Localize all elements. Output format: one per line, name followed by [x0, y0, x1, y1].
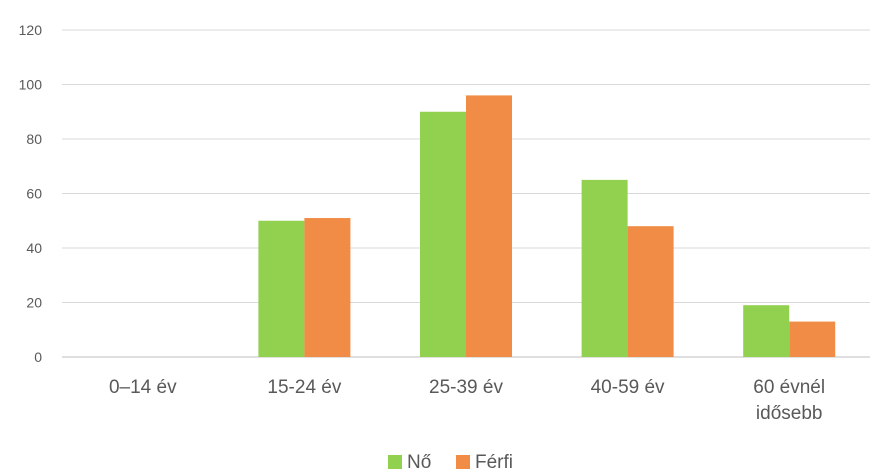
- legend-label: Férfi: [475, 452, 513, 473]
- y-tick-label: 80: [26, 131, 42, 147]
- x-category-label: 0–14 év: [109, 377, 177, 398]
- x-category-label: 40-59 év: [591, 377, 665, 398]
- bar-ferfi: [466, 95, 512, 358]
- x-category-label: 60 évnél: [753, 377, 825, 398]
- bar-ferfi: [304, 218, 351, 357]
- bar-no: [743, 305, 790, 357]
- x-axis-categories: 0–14 év 15-24 év 25-39 év 40-59 év 60 évnél i…: [109, 377, 825, 424]
- bar-no: [258, 220, 305, 357]
- y-tick-label: 120: [19, 22, 43, 38]
- bar-ferfi: [789, 321, 836, 357]
- bar-ferfi: [627, 226, 674, 357]
- x-category-label: 25-39 év: [429, 377, 503, 398]
- bar-no: [420, 111, 466, 357]
- y-tick-label: 60: [26, 186, 42, 202]
- x-category-label: idősebb: [756, 403, 823, 424]
- y-tick-label: 20: [26, 295, 42, 311]
- legend-swatch: [388, 455, 402, 469]
- y-tick-label: 100: [19, 77, 43, 93]
- legend-swatch: [456, 455, 470, 469]
- bars: [258, 95, 836, 358]
- x-category-label: 15-24 év: [267, 377, 341, 398]
- y-tick-label: 0: [34, 349, 42, 365]
- bar-no: [581, 179, 628, 357]
- y-tick-label: 40: [26, 240, 42, 256]
- legend-label: Nő: [407, 452, 431, 473]
- y-axis-ticks: 0 20 40 60 80 100 120: [19, 22, 43, 365]
- legend: Nő Férfi: [388, 452, 513, 473]
